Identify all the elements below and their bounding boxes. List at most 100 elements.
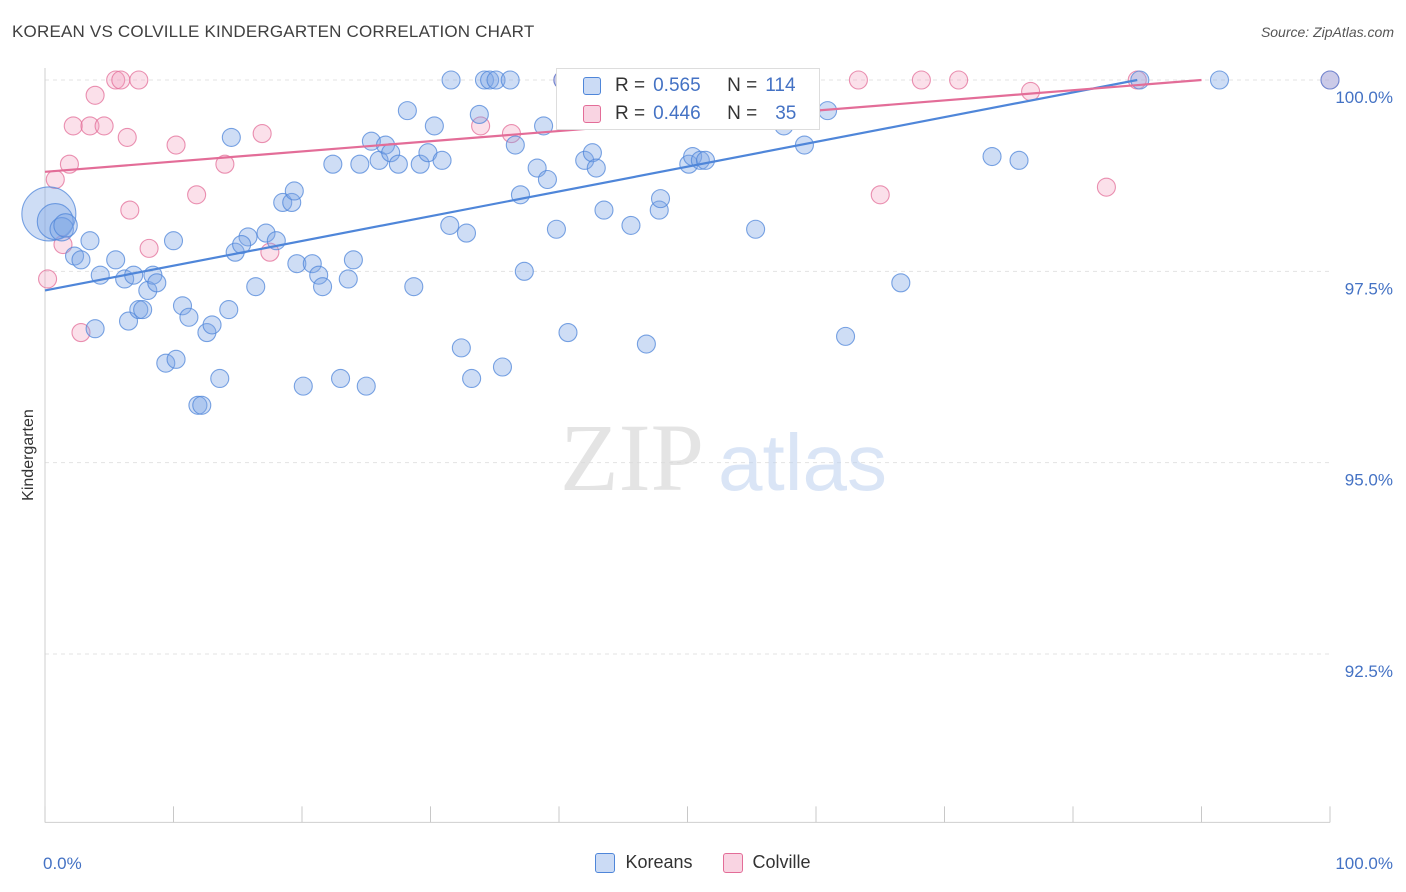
colville-point-16 — [187, 185, 207, 205]
bottom-legend: Koreans Colville — [0, 852, 1406, 873]
koreans-point-62 — [441, 70, 461, 90]
koreans-point-66 — [469, 104, 489, 124]
koreans-point-63 — [451, 338, 471, 358]
koreans-point-114 — [1320, 70, 1340, 90]
koreans-point-47 — [343, 250, 363, 270]
koreans-point-20 — [163, 231, 184, 251]
stats-r-label-koreans: R = — [615, 75, 646, 96]
x-tick-label-0: 0.0% — [43, 854, 82, 873]
stats-n-label-koreans: N = — [727, 75, 758, 96]
koreans-point-68 — [480, 70, 500, 90]
koreans-point-59 — [424, 116, 444, 136]
koreans-point-69 — [486, 70, 506, 90]
watermark-zip: ZIP — [560, 404, 704, 511]
stats-row-colville: R = 0.446 N = 35 — [583, 101, 797, 127]
koreans-point-92 — [650, 189, 671, 209]
koreans-point-28 — [219, 300, 239, 320]
watermark: ZIP atlas — [560, 404, 887, 511]
koreans-point-83 — [582, 143, 602, 163]
y-axis-label: Kindergarten — [20, 409, 37, 501]
koreans-point-57 — [410, 154, 430, 174]
koreans-point-22 — [179, 307, 199, 327]
koreans-point-37 — [282, 192, 302, 213]
koreans-point-56 — [404, 277, 424, 297]
legend-label-koreans: Koreans — [625, 852, 693, 872]
koreans-point-80 — [558, 323, 578, 343]
koreans-point-64 — [456, 223, 477, 243]
koreans-point-82 — [575, 150, 595, 170]
koreans-point-26 — [202, 315, 222, 335]
koreans-point-40 — [293, 376, 313, 396]
koreans-point-110 — [982, 146, 1002, 167]
colville-point-12 — [120, 200, 140, 220]
koreans-point-3 — [53, 213, 78, 238]
koreans-point-49 — [356, 376, 376, 396]
koreans-point-97 — [695, 150, 716, 170]
colville-point-27 — [848, 70, 868, 90]
koreans-point-60 — [432, 150, 452, 170]
colville-point-30 — [949, 70, 969, 90]
x-tick-label-1: 100.0% — [1335, 854, 1393, 873]
koreans-point-17 — [147, 273, 167, 293]
koreans-point-6 — [71, 250, 91, 270]
colville-point-7 — [85, 85, 105, 105]
tick-labels: 100.0% 97.5% 95.0% 92.5% 0.0% 100.0% — [43, 88, 1393, 873]
colville-point-15 — [166, 135, 186, 155]
legend-swatch-colville — [722, 852, 743, 873]
koreans-point-84 — [586, 158, 606, 178]
koreans-point-18 — [156, 353, 176, 373]
koreans-point-9 — [106, 250, 126, 270]
koreans-point-89 — [636, 334, 656, 354]
koreans-point-31 — [238, 227, 258, 247]
koreans-point-21 — [172, 296, 193, 316]
koreans-trend-line — [44, 78, 1138, 292]
colville-point-17 — [215, 154, 235, 174]
y-tick-label-2: 95.0% — [1345, 471, 1393, 490]
colville-point-0 — [38, 269, 58, 289]
koreans-point-113 — [1209, 70, 1230, 90]
y-tick-label-1: 97.5% — [1345, 279, 1393, 298]
legend-item-koreans: Koreans — [595, 852, 693, 873]
koreans-point-101 — [746, 219, 766, 239]
colville-point-29 — [911, 70, 931, 90]
koreans-point-29 — [221, 127, 241, 147]
koreans-point-2 — [49, 216, 74, 242]
stats-r-value-colville: 0.446 — [653, 103, 701, 124]
koreans-point-7 — [85, 319, 105, 339]
koreans-point-111 — [1009, 150, 1029, 170]
chart-title: KOREAN VS COLVILLE KINDERGARTEN CORRELAT… — [12, 22, 535, 41]
koreans-points — [21, 70, 1340, 415]
y-tick-label-0: 100.0% — [1335, 88, 1393, 107]
source-label: Source: ZipAtlas.com — [1260, 24, 1394, 40]
koreans-point-78 — [546, 219, 566, 239]
colville-point-9 — [106, 70, 126, 90]
koreans-point-4 — [80, 231, 100, 251]
koreans-point-41 — [302, 254, 322, 274]
koreans-point-42 — [309, 265, 329, 285]
stats-n-value-colville: 35 — [775, 103, 797, 124]
koreans-point-108 — [836, 326, 856, 346]
colville-point-6 — [80, 116, 100, 136]
koreans-point-55 — [397, 101, 417, 121]
stats-r-label-colville: R = — [615, 103, 646, 124]
colville-point-28 — [870, 185, 890, 205]
koreans-point-61 — [440, 215, 460, 235]
colville-point-14 — [139, 238, 159, 258]
colville-point-18 — [252, 124, 272, 144]
koreans-point-19 — [166, 349, 186, 369]
colville-point-1 — [45, 169, 65, 190]
koreans-point-72 — [505, 135, 525, 155]
koreans-point-85 — [594, 200, 614, 220]
legend-item-colville: Colville — [722, 852, 811, 873]
koreans-point-45 — [330, 368, 351, 389]
stats-legend: R = 0.565 N = 114 R = 0.446 N = 35 — [556, 68, 820, 130]
y-tick-label-3: 92.5% — [1345, 662, 1393, 681]
koreans-point-70 — [492, 357, 513, 377]
koreans-point-77 — [534, 116, 554, 136]
stats-r-value-koreans: 0.565 — [653, 75, 701, 96]
stats-n-label-colville: N = — [727, 103, 758, 124]
koreans-point-44 — [323, 154, 343, 174]
axes — [44, 68, 1331, 823]
koreans-point-38 — [284, 181, 304, 201]
